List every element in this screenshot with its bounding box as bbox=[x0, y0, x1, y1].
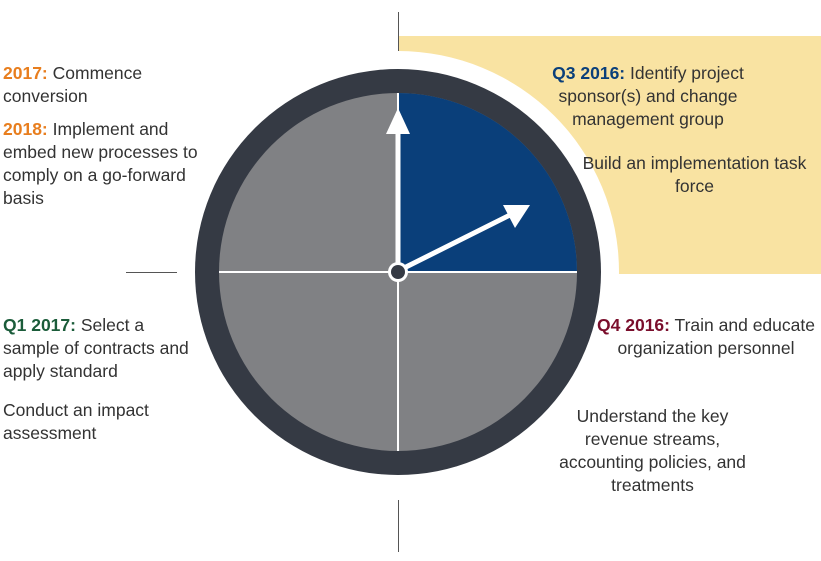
vertical-divider-top bbox=[398, 12, 399, 52]
q3-extra-notes: Build an implementation task force bbox=[582, 152, 807, 198]
text-2018: Implement and embed new processes to com… bbox=[3, 119, 198, 208]
note-q4-extra: Understand the key revenue streams, acco… bbox=[559, 406, 746, 495]
note-q1-extra: Conduct an impact assessment bbox=[3, 400, 149, 443]
note-2017: 2017: Commence conversion bbox=[3, 62, 218, 108]
text-2017: Commence conversion bbox=[3, 63, 143, 106]
label-2018: 2018: bbox=[3, 119, 48, 139]
clock-center-pin-inner bbox=[391, 265, 405, 279]
text-q3-2016: Identify project sponsor(s) and change m… bbox=[558, 63, 744, 129]
note-2018: 2018: Implement and embed new processes … bbox=[3, 118, 218, 210]
vertical-divider-bottom bbox=[398, 500, 399, 552]
quadrant-q3-highlight bbox=[398, 93, 577, 272]
clock-hour-hand bbox=[398, 211, 514, 273]
note-q4-2016: Q4 2016: Train and educate organization … bbox=[596, 314, 816, 360]
label-q4-2016: Q4 2016: bbox=[597, 315, 670, 335]
top-left-notes: 2017: Commence conversion 2018: Implemen… bbox=[3, 62, 218, 210]
q4-notes: Q4 2016: Train and educate organization … bbox=[596, 314, 816, 360]
text-q1-2017: Select a sample of contracts and apply s… bbox=[3, 315, 189, 381]
note-q3-2016: Q3 2016: Identify project sponsor(s) and… bbox=[528, 62, 768, 131]
note-q1-2017: Q1 2017: Select a sample of contracts an… bbox=[3, 314, 198, 383]
q3-notes: Q3 2016: Identify project sponsor(s) and… bbox=[528, 62, 768, 131]
hour-hand-arrowhead bbox=[503, 205, 530, 228]
text-q4-2016: Train and educate organization personnel bbox=[617, 315, 815, 358]
label-2017: 2017: bbox=[3, 63, 48, 83]
note-q3-extra: Build an implementation task force bbox=[582, 153, 807, 196]
horizontal-divider-left bbox=[126, 272, 178, 273]
q1-notes: Q1 2017: Select a sample of contracts an… bbox=[3, 314, 198, 445]
label-q3-2016: Q3 2016: bbox=[552, 63, 626, 83]
label-q1-2017: Q1 2017: bbox=[3, 315, 76, 335]
minute-hand-arrowhead bbox=[386, 108, 410, 134]
q4-extra-notes: Understand the key revenue streams, acco… bbox=[545, 405, 760, 497]
